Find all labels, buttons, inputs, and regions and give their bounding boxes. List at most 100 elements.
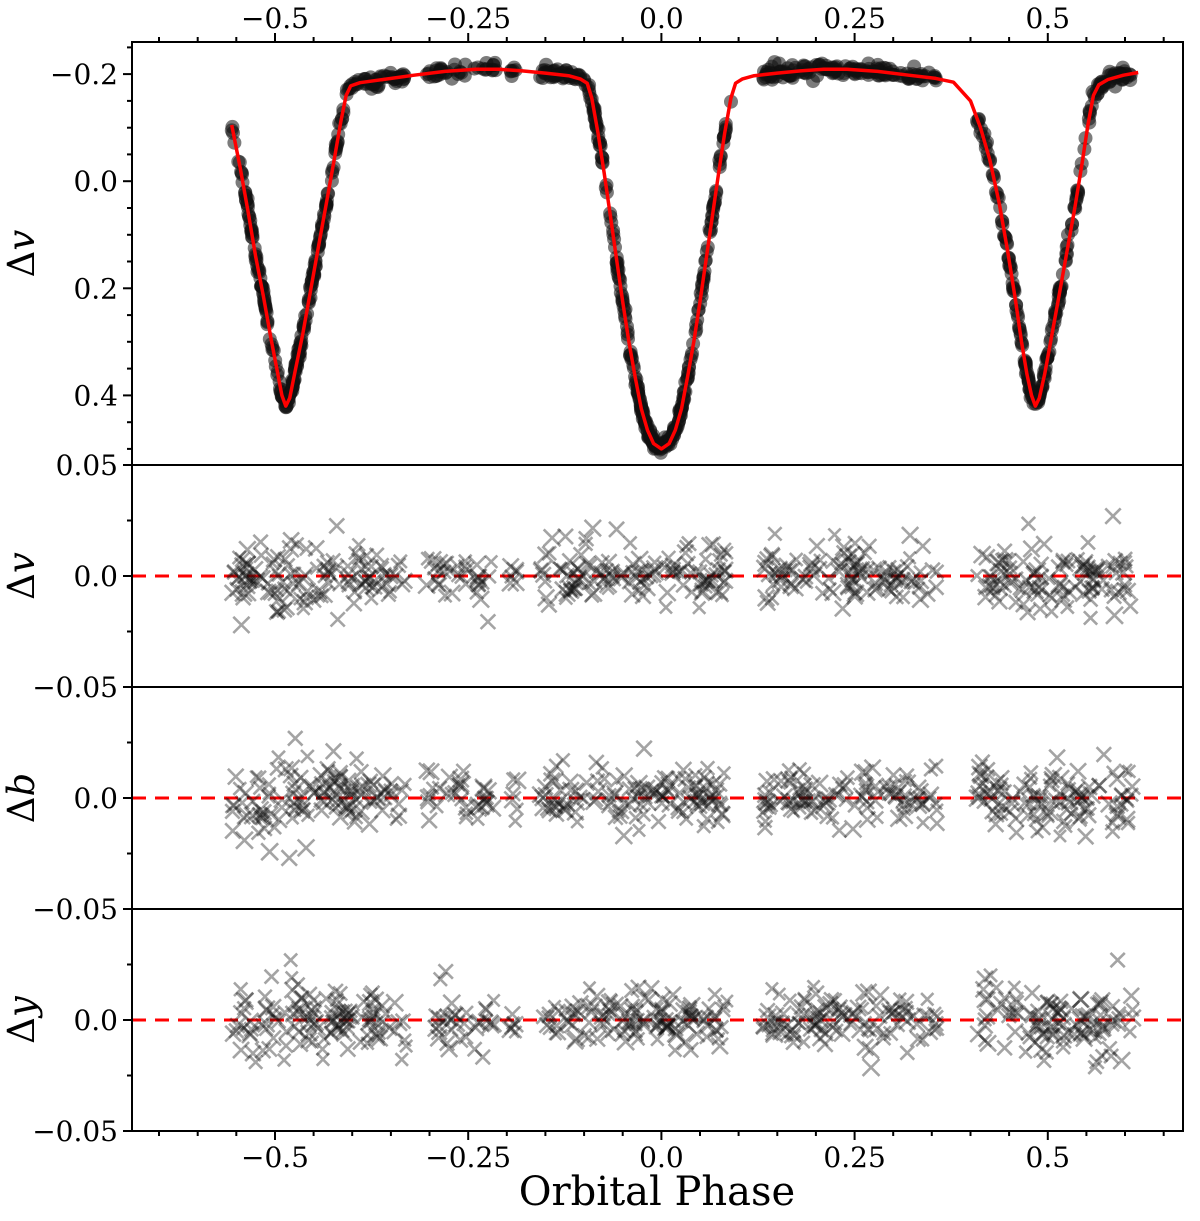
residual-point <box>546 772 564 790</box>
residual-point <box>894 571 912 589</box>
residual-point <box>898 773 913 788</box>
residual-point <box>875 1025 892 1042</box>
residual-point <box>687 1009 703 1025</box>
residual-point <box>773 566 792 585</box>
residual-point <box>1002 574 1019 591</box>
residual-point <box>696 574 711 589</box>
residual-point <box>1055 1032 1072 1050</box>
residual-point <box>1088 1053 1105 1070</box>
residual-point <box>564 1005 582 1023</box>
residual-point <box>430 1009 449 1028</box>
residual-point <box>278 1038 294 1054</box>
residual-point <box>1106 588 1123 605</box>
residual-point <box>970 758 989 777</box>
residual-point <box>810 1010 830 1029</box>
residual-point <box>684 1010 701 1028</box>
residual-point <box>1053 794 1068 809</box>
residual-point <box>266 819 283 836</box>
residual-point <box>1007 594 1024 611</box>
residual-point <box>887 788 904 806</box>
residual-point <box>537 573 553 590</box>
residual-point <box>793 570 812 589</box>
residual-point <box>533 798 552 817</box>
residual-points-res-b <box>224 730 1142 867</box>
residual-point <box>713 547 729 563</box>
residual-point <box>372 557 390 575</box>
residual-point <box>1031 1009 1048 1026</box>
residual-point <box>542 528 562 548</box>
residual-point <box>254 1017 269 1032</box>
residual-point <box>698 571 716 589</box>
residual-point <box>431 780 448 797</box>
residual-point <box>260 1040 278 1058</box>
residual-point <box>777 562 793 578</box>
residual-point <box>299 1024 318 1043</box>
residual-point <box>282 566 299 583</box>
residual-point <box>240 585 257 602</box>
residual-point <box>626 1025 644 1043</box>
residual-point <box>905 1007 923 1025</box>
residual-point <box>848 1009 864 1025</box>
residual-point <box>971 788 989 806</box>
residual-point <box>1125 1002 1140 1018</box>
residual-point <box>1051 1016 1067 1031</box>
residual-point <box>795 1005 813 1024</box>
residual-point <box>331 808 350 827</box>
residual-point <box>238 555 257 574</box>
residual-point <box>976 969 994 988</box>
residual-point <box>435 555 453 574</box>
residual-point <box>629 774 649 794</box>
residual-point <box>990 783 1005 798</box>
residual-point <box>259 583 278 601</box>
residual-point <box>303 1002 319 1018</box>
residual-point <box>578 536 594 552</box>
residual-point <box>1108 1013 1127 1033</box>
residual-point <box>554 800 573 819</box>
residual-point <box>905 571 922 587</box>
residual-point <box>1087 563 1105 581</box>
residual-point <box>599 562 615 578</box>
residual-point <box>563 997 582 1016</box>
residual-point <box>235 991 255 1011</box>
residual-point <box>674 761 693 779</box>
residual-point <box>1108 798 1126 815</box>
residual-point <box>254 809 272 826</box>
residual-point <box>436 564 452 580</box>
residual-point <box>585 998 604 1016</box>
residual-point <box>835 544 853 562</box>
residual-point <box>689 778 704 793</box>
residual-point <box>994 552 1011 568</box>
residual-point <box>465 1017 485 1037</box>
residual-point <box>285 810 300 826</box>
residual-point <box>375 788 393 806</box>
residual-point <box>928 1020 945 1037</box>
residual-point <box>339 565 358 584</box>
residual-point <box>294 569 313 588</box>
residual-point <box>1052 993 1069 1010</box>
residual-point <box>317 990 335 1007</box>
residual-point <box>847 535 864 552</box>
residual-point <box>853 762 872 782</box>
residual-point <box>631 583 647 598</box>
residual-point <box>704 535 722 553</box>
residual-point <box>980 761 996 778</box>
residual-point <box>1020 1025 1037 1042</box>
residual-point <box>355 993 373 1010</box>
y-axis-title-lightcurve: Δv <box>0 230 43 278</box>
residual-point <box>486 993 501 1008</box>
residual-point <box>756 588 776 608</box>
residual-point <box>337 798 356 817</box>
residual-point <box>276 580 293 597</box>
residual-point <box>825 810 840 826</box>
residual-point <box>533 560 552 580</box>
residual-point <box>861 1022 878 1038</box>
residual-point <box>1113 786 1131 804</box>
residual-point <box>839 576 858 595</box>
residual-point <box>1051 1000 1068 1017</box>
residual-point <box>438 555 455 572</box>
residual-point <box>339 1002 354 1018</box>
residual-point <box>882 1004 901 1024</box>
residual-point <box>605 784 624 803</box>
residual-point <box>706 781 725 800</box>
residual-point <box>835 1006 853 1025</box>
